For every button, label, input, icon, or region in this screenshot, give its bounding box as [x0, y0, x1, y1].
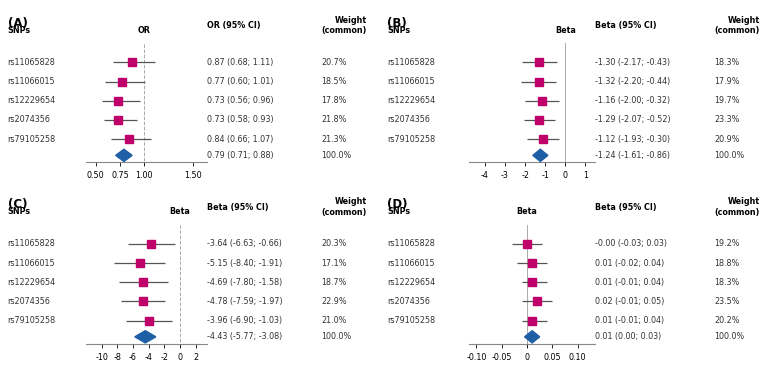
Text: 0.02 (-0.01; 0.05): 0.02 (-0.01; 0.05)	[595, 297, 665, 306]
Text: rs12229654: rs12229654	[8, 278, 55, 287]
Text: Beta (95% CI): Beta (95% CI)	[207, 203, 269, 212]
Text: rs11066015: rs11066015	[387, 77, 435, 86]
Text: SNPs: SNPs	[387, 26, 410, 35]
Text: SNPs: SNPs	[387, 208, 410, 217]
Text: rs11066015: rs11066015	[387, 259, 435, 268]
Text: 100.0%: 100.0%	[322, 151, 351, 160]
Polygon shape	[524, 331, 540, 343]
Text: rs79105258: rs79105258	[387, 316, 435, 325]
Text: -3.96 (-6.90; -1.03): -3.96 (-6.90; -1.03)	[207, 316, 282, 325]
Text: -1.24 (-1.61; -0.86): -1.24 (-1.61; -0.86)	[595, 151, 670, 160]
Text: OR: OR	[138, 26, 151, 35]
Text: Beta: Beta	[555, 26, 575, 35]
Text: -1.16 (-2.00; -0.32): -1.16 (-2.00; -0.32)	[595, 96, 670, 105]
Text: Weight
(common): Weight (common)	[714, 16, 759, 36]
Text: Beta: Beta	[517, 208, 537, 217]
Text: 21.0%: 21.0%	[322, 316, 347, 325]
Text: -3.64 (-6.63; -0.66): -3.64 (-6.63; -0.66)	[207, 239, 282, 248]
Text: OR (95% CI): OR (95% CI)	[207, 21, 261, 30]
Text: rs2074356: rs2074356	[8, 297, 50, 306]
Text: 0.01 (0.00; 0.03): 0.01 (0.00; 0.03)	[595, 332, 662, 341]
Text: 100.0%: 100.0%	[322, 332, 351, 341]
Text: -1.32 (-2.20; -0.44): -1.32 (-2.20; -0.44)	[595, 77, 671, 86]
Text: 19.7%: 19.7%	[714, 96, 740, 105]
Text: 0.87 (0.68; 1.11): 0.87 (0.68; 1.11)	[207, 58, 274, 67]
Text: 0.01 (-0.02; 0.04): 0.01 (-0.02; 0.04)	[595, 259, 665, 268]
Text: rs2074356: rs2074356	[8, 115, 50, 124]
Text: (D): (D)	[387, 198, 408, 211]
Text: -1.29 (-2.07; -0.52): -1.29 (-2.07; -0.52)	[595, 115, 671, 124]
Text: 18.5%: 18.5%	[322, 77, 347, 86]
Text: rs11066015: rs11066015	[8, 259, 55, 268]
Text: SNPs: SNPs	[8, 208, 30, 217]
Text: 23.3%: 23.3%	[714, 115, 740, 124]
Text: rs79105258: rs79105258	[8, 135, 55, 144]
Text: -1.30 (-2.17; -0.43): -1.30 (-2.17; -0.43)	[595, 58, 670, 67]
Text: (A): (A)	[8, 17, 27, 29]
Text: 0.01 (-0.01; 0.04): 0.01 (-0.01; 0.04)	[595, 316, 664, 325]
Text: 17.9%: 17.9%	[714, 77, 740, 86]
Text: 18.3%: 18.3%	[714, 58, 739, 67]
Text: 0.73 (0.56; 0.96): 0.73 (0.56; 0.96)	[207, 96, 274, 105]
Text: 0.84 (0.66; 1.07): 0.84 (0.66; 1.07)	[207, 135, 274, 144]
Text: -5.15 (-8.40; -1.91): -5.15 (-8.40; -1.91)	[207, 259, 282, 268]
Text: 17.1%: 17.1%	[322, 259, 347, 268]
Text: rs11065828: rs11065828	[387, 239, 435, 248]
Text: 0.73 (0.58; 0.93): 0.73 (0.58; 0.93)	[207, 115, 274, 124]
Text: rs11065828: rs11065828	[8, 58, 55, 67]
Polygon shape	[533, 149, 548, 161]
Text: rs79105258: rs79105258	[8, 316, 55, 325]
Text: Weight
(common): Weight (common)	[714, 197, 759, 217]
Text: Weight
(common): Weight (common)	[322, 16, 367, 36]
Text: 100.0%: 100.0%	[714, 151, 745, 160]
Text: 23.5%: 23.5%	[714, 297, 740, 306]
Text: 19.2%: 19.2%	[714, 239, 740, 248]
Text: 0.77 (0.60; 1.01): 0.77 (0.60; 1.01)	[207, 77, 274, 86]
Text: rs12229654: rs12229654	[387, 278, 435, 287]
Text: 18.8%: 18.8%	[714, 259, 739, 268]
Text: 20.2%: 20.2%	[714, 316, 740, 325]
Text: 18.7%: 18.7%	[322, 278, 347, 287]
Text: 17.8%: 17.8%	[322, 96, 347, 105]
Text: Beta (95% CI): Beta (95% CI)	[595, 203, 657, 212]
Text: Beta (95% CI): Beta (95% CI)	[595, 21, 657, 30]
Text: 21.8%: 21.8%	[322, 115, 347, 124]
Text: 20.3%: 20.3%	[322, 239, 347, 248]
Text: -0.00 (-0.03; 0.03): -0.00 (-0.03; 0.03)	[595, 239, 667, 248]
Text: 21.3%: 21.3%	[322, 135, 347, 144]
Text: 0.79 (0.71; 0.88): 0.79 (0.71; 0.88)	[207, 151, 274, 160]
Text: 0.01 (-0.01; 0.04): 0.01 (-0.01; 0.04)	[595, 278, 664, 287]
Text: -4.43 (-5.77; -3.08): -4.43 (-5.77; -3.08)	[207, 332, 282, 341]
Text: rs11065828: rs11065828	[8, 239, 55, 248]
Polygon shape	[135, 331, 156, 343]
Text: 22.9%: 22.9%	[322, 297, 347, 306]
Text: rs11066015: rs11066015	[8, 77, 55, 86]
Text: 20.9%: 20.9%	[714, 135, 740, 144]
Text: 20.7%: 20.7%	[322, 58, 347, 67]
Text: rs79105258: rs79105258	[387, 135, 435, 144]
Text: 100.0%: 100.0%	[714, 332, 745, 341]
Text: rs11065828: rs11065828	[387, 58, 435, 67]
Text: -4.78 (-7.59; -1.97): -4.78 (-7.59; -1.97)	[207, 297, 283, 306]
Polygon shape	[115, 149, 132, 161]
Text: rs12229654: rs12229654	[387, 96, 435, 105]
Text: (C): (C)	[8, 198, 27, 211]
Text: SNPs: SNPs	[8, 26, 30, 35]
Text: Weight
(common): Weight (common)	[322, 197, 367, 217]
Text: 18.3%: 18.3%	[714, 278, 739, 287]
Text: (B): (B)	[387, 17, 407, 29]
Text: -1.12 (-1.93; -0.30): -1.12 (-1.93; -0.30)	[595, 135, 670, 144]
Text: rs2074356: rs2074356	[387, 115, 430, 124]
Text: -4.69 (-7.80; -1.58): -4.69 (-7.80; -1.58)	[207, 278, 282, 287]
Text: rs12229654: rs12229654	[8, 96, 55, 105]
Text: Beta: Beta	[169, 208, 191, 217]
Text: rs2074356: rs2074356	[387, 297, 430, 306]
